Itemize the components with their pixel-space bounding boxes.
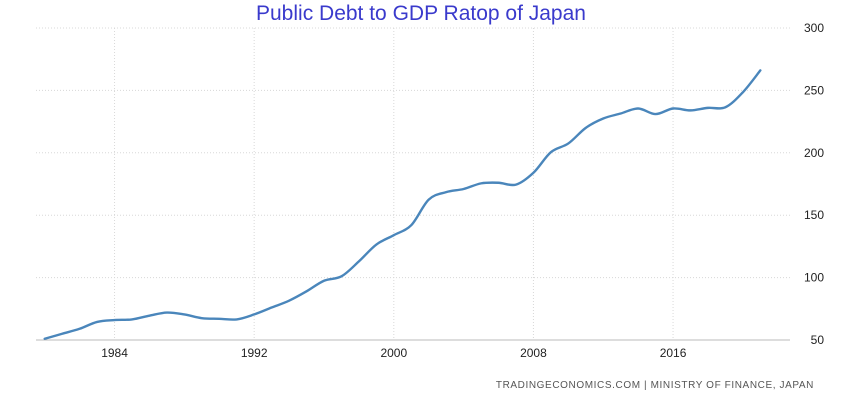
y-tick-label: 50 [811, 333, 825, 347]
series-layer [43, 69, 762, 340]
x-axis-ticks: 1984 1992 2000 2008 2016 [101, 346, 687, 360]
y-tick-label: 300 [804, 21, 824, 35]
x-tick-label: 2008 [520, 346, 547, 360]
x-tick-label: 2016 [660, 346, 687, 360]
series-line [43, 69, 762, 340]
y-tick-label: 100 [804, 271, 824, 285]
source-attribution: TRADINGECONOMICS.COM | MINISTRY OF FINAN… [495, 380, 814, 391]
y-tick-label: 200 [804, 146, 824, 160]
grid-lines [36, 27, 790, 340]
y-tick-label: 150 [804, 208, 824, 222]
x-tick-label: 2000 [380, 346, 407, 360]
y-tick-label: 250 [804, 83, 824, 97]
y-axis-ticks: 50 100 150 200 250 300 [804, 21, 824, 347]
x-tick-label: 1984 [101, 346, 128, 360]
chart-title: Public Debt to GDP Ratop of Japan [256, 2, 586, 25]
x-tick-label: 1992 [241, 346, 268, 360]
